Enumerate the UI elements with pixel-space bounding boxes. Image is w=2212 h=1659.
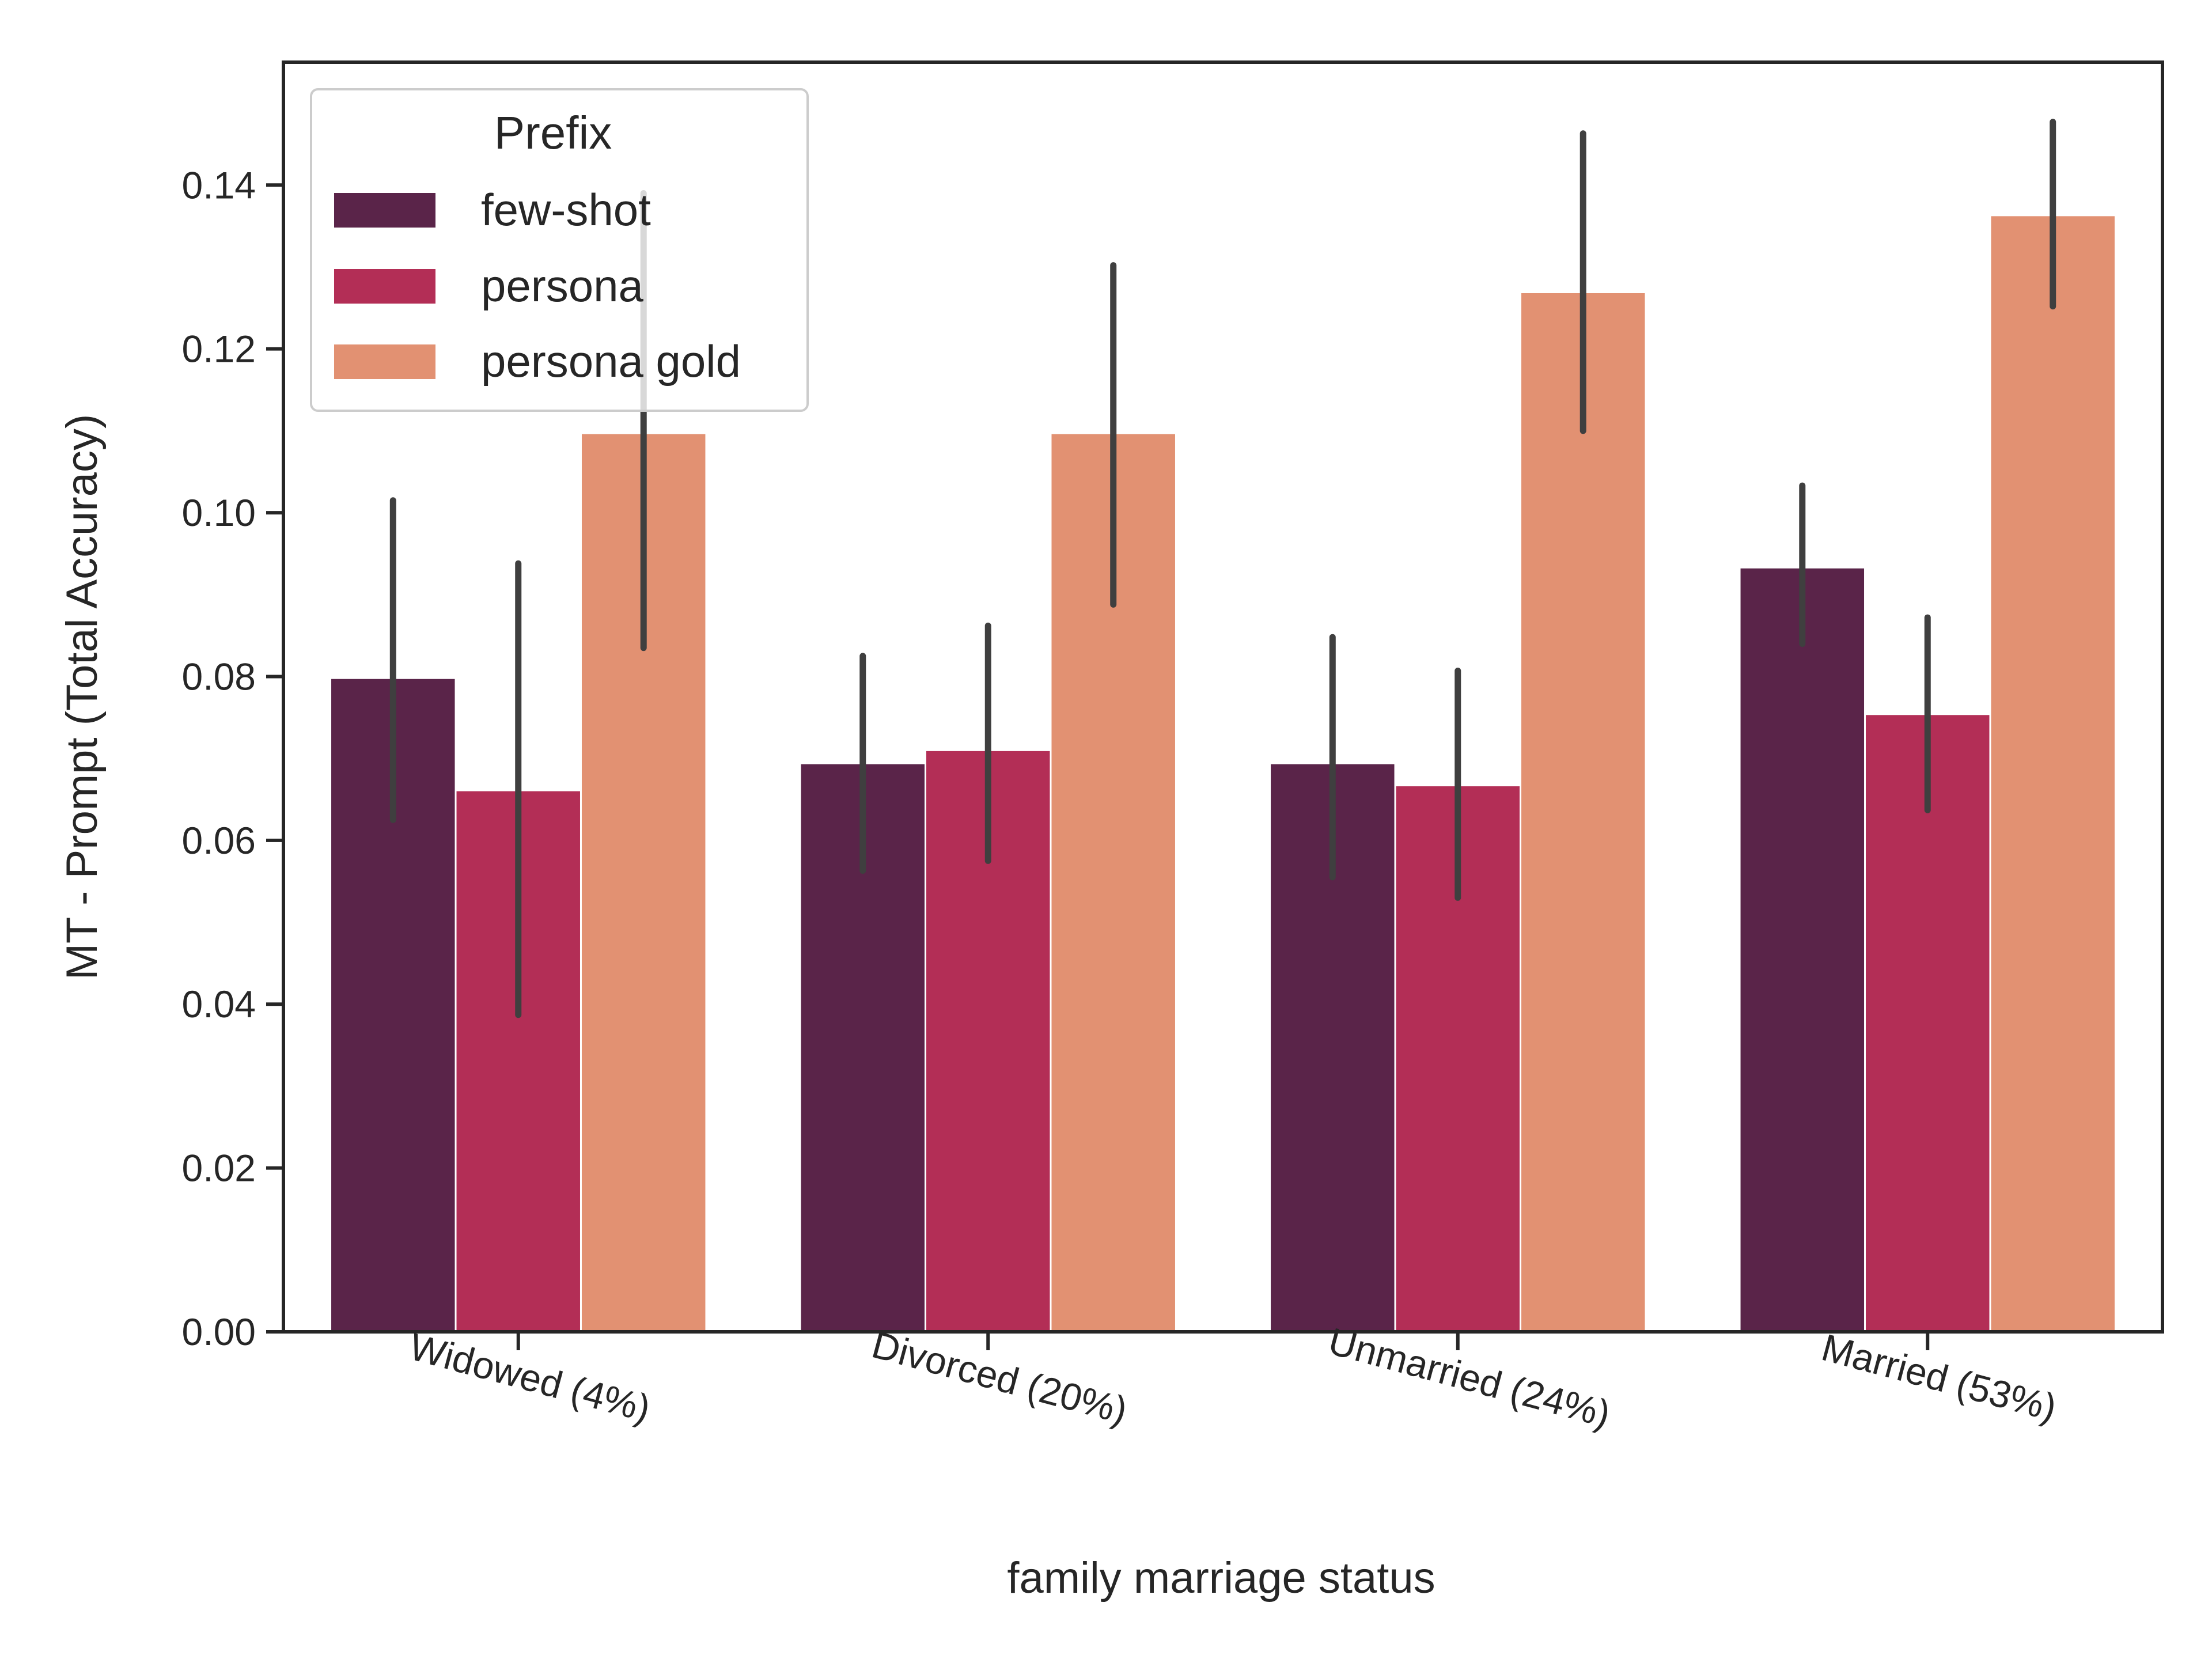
- y-axis-ticks: 0.00 0.02 0.04 0.06 0.08 0.10 0.12 0.14: [182, 164, 283, 1353]
- bar-persona-3: [1866, 715, 1990, 1332]
- legend-label-few-shot: few-shot: [481, 184, 651, 235]
- bar-persona-gold-2: [1521, 293, 1645, 1332]
- legend-items: few-shot persona persona gold: [334, 184, 741, 387]
- x-axis-label: family marriage status: [1007, 1554, 1435, 1603]
- legend-swatch-persona: [334, 269, 435, 304]
- legend-swatch-persona-gold: [334, 344, 435, 379]
- y-tick-label: 0.14: [182, 164, 256, 206]
- y-tick-label: 0.04: [182, 983, 256, 1025]
- y-tick-label: 0.12: [182, 328, 256, 370]
- bars-layer: [331, 216, 2115, 1332]
- legend-swatch-few-shot: [334, 193, 435, 228]
- y-tick-label: 0.00: [182, 1310, 256, 1353]
- legend-title: Prefix: [494, 107, 612, 158]
- y-tick-label: 0.06: [182, 819, 256, 862]
- plot-frame: [282, 60, 2164, 1334]
- error-bars-layer: [389, 119, 2056, 1018]
- bar-persona-gold-3: [1991, 216, 2115, 1332]
- y-tick-label: 0.08: [182, 655, 256, 698]
- legend: Prefix few-shot persona persona gold: [310, 88, 809, 412]
- legend-label-persona-gold: persona gold: [481, 336, 741, 387]
- legend-label-persona: persona: [481, 260, 643, 311]
- y-tick-label: 0.02: [182, 1147, 256, 1190]
- y-axis-label: MT - Prompt (Total Accuracy): [58, 414, 107, 980]
- y-tick-label: 0.10: [182, 491, 256, 534]
- legend-box: [310, 88, 809, 412]
- bar-few-shot-3: [1740, 568, 1865, 1332]
